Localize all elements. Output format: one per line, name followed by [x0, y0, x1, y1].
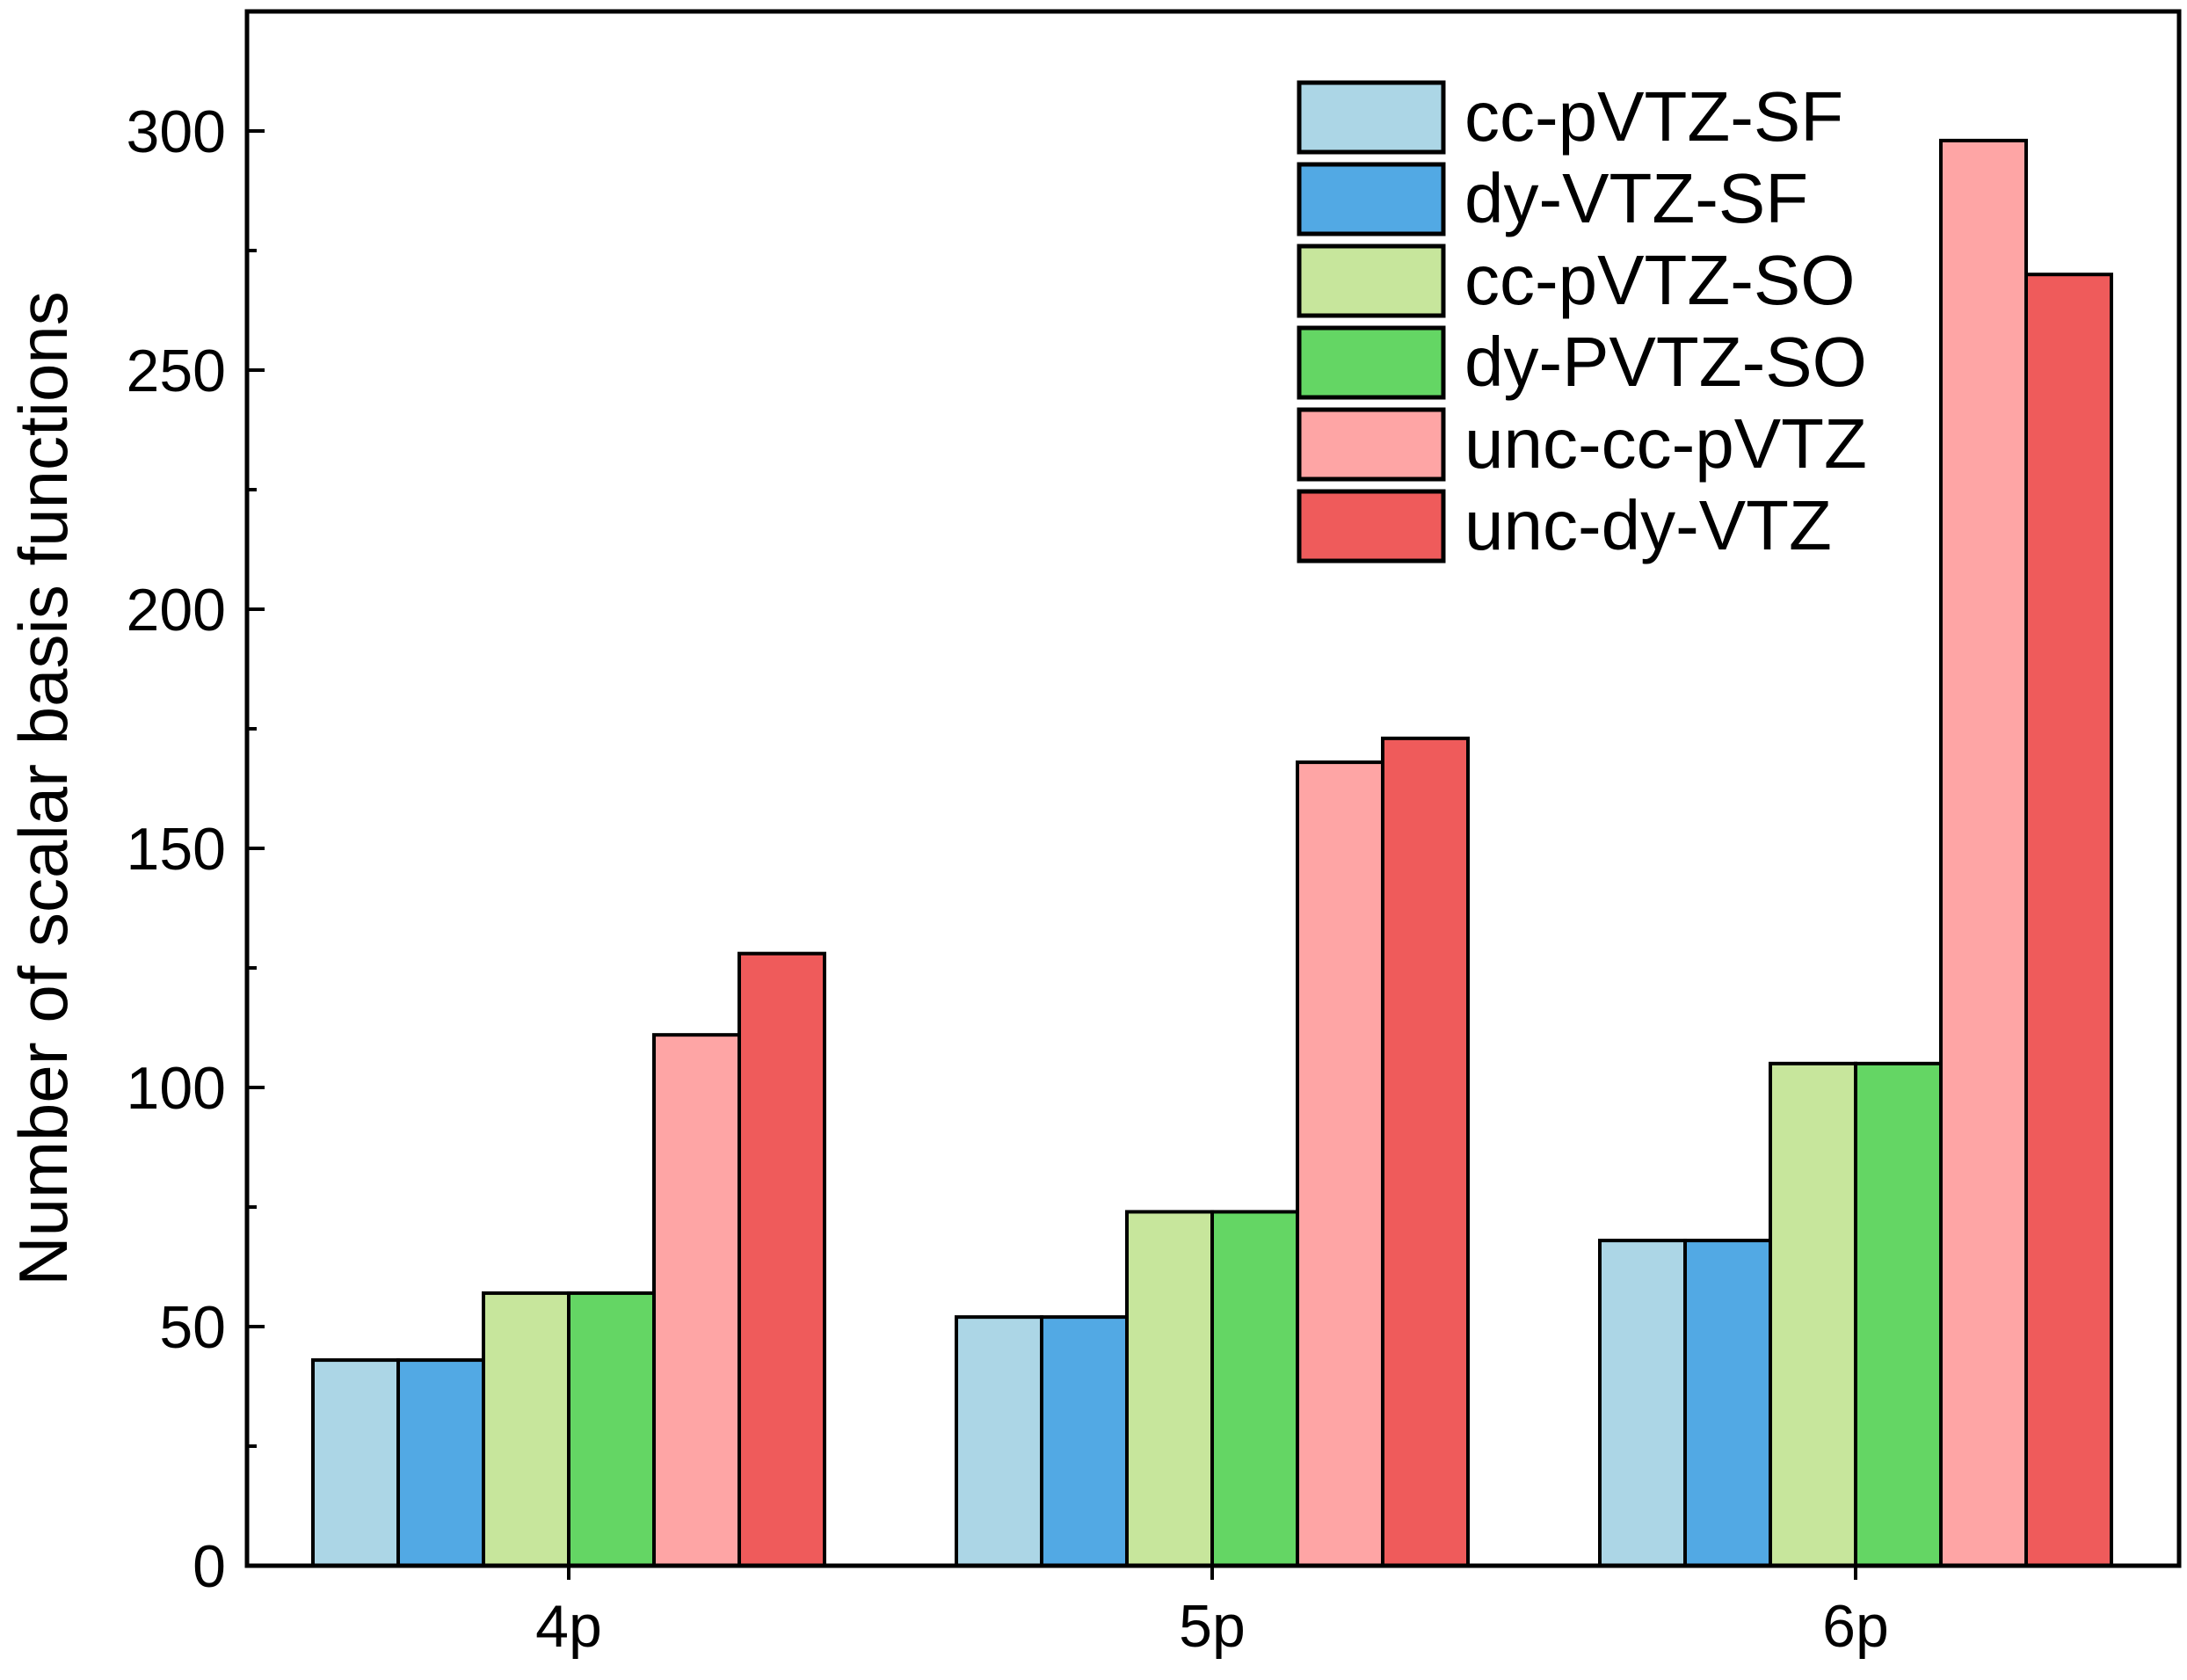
bar-6p-dy-PVTZ-SO: [1854, 1061, 1943, 1568]
y-tick-label: 200: [127, 577, 226, 644]
legend-label: dy-VTZ-SF: [1464, 159, 1808, 237]
bar-4p-dy-PVTZ-SO: [567, 1291, 656, 1568]
legend-swatch-cc-pVTZ-SF: [1297, 80, 1446, 155]
bar-6p-cc-pVTZ-SO: [1769, 1061, 1857, 1568]
bar-4p-dy-VTZ-SF: [396, 1358, 485, 1567]
bar-4p-cc-pVTZ-SO: [482, 1291, 570, 1568]
bar-5p-unc-dy-VTZ: [1381, 736, 1470, 1567]
bar-5p-dy-VTZ-SF: [1040, 1315, 1129, 1567]
y-tick-label: 300: [127, 98, 226, 165]
bar-5p-dy-PVTZ-SO: [1210, 1210, 1299, 1567]
legend-swatch-dy-PVTZ-SO: [1297, 325, 1446, 400]
bar-6p-cc-pVTZ-SF: [1598, 1239, 1687, 1567]
bar-4p-unc-cc-pVTZ: [652, 1033, 741, 1568]
y-tick-label: 250: [127, 338, 226, 404]
legend-label: cc-pVTZ-SO: [1464, 241, 1855, 319]
legend-swatch-dy-VTZ-SF: [1297, 162, 1446, 236]
legend-label: unc-dy-VTZ: [1464, 486, 1832, 564]
y-axis-title: Number of scalar basis functions: [4, 291, 82, 1286]
bar-6p-unc-cc-pVTZ: [1939, 138, 2028, 1567]
y-tick-label: 150: [127, 816, 226, 883]
y-tick-label: 100: [127, 1055, 226, 1122]
bar-4p-cc-pVTZ-SF: [311, 1358, 400, 1567]
legend-label: unc-cc-pVTZ: [1464, 404, 1867, 483]
legend: cc-pVTZ-SFdy-VTZ-SFcc-pVTZ-SOdy-PVTZ-SOu…: [1297, 77, 1867, 564]
x-tick-label: 5p: [1179, 1593, 1246, 1660]
bar-5p-cc-pVTZ-SO: [1125, 1210, 1214, 1567]
bars-layer: [311, 138, 2113, 1568]
legend-swatch-unc-dy-VTZ: [1297, 489, 1446, 564]
x-tick-label: 6p: [1822, 1593, 1889, 1660]
bar-6p-dy-VTZ-SF: [1683, 1239, 1772, 1567]
legend-swatch-cc-pVTZ-SO: [1297, 244, 1446, 318]
bar-6p-unc-dy-VTZ: [2024, 273, 2113, 1568]
legend-label: dy-PVTZ-SO: [1464, 323, 1867, 401]
bar-5p-cc-pVTZ-SF: [955, 1315, 1043, 1567]
axis-ticks: 4p 5p 6p 0 50 100 150 200 250 300: [127, 98, 1889, 1660]
legend-label: cc-pVTZ-SF: [1464, 77, 1843, 156]
y-tick-label: 50: [159, 1294, 226, 1361]
x-tick-label: 4p: [535, 1593, 602, 1660]
bar-4p-unc-dy-VTZ: [737, 951, 826, 1568]
bar-5p-unc-cc-pVTZ: [1296, 760, 1384, 1567]
legend-swatch-unc-cc-pVTZ: [1297, 407, 1446, 482]
y-tick-label: 0: [193, 1533, 226, 1600]
